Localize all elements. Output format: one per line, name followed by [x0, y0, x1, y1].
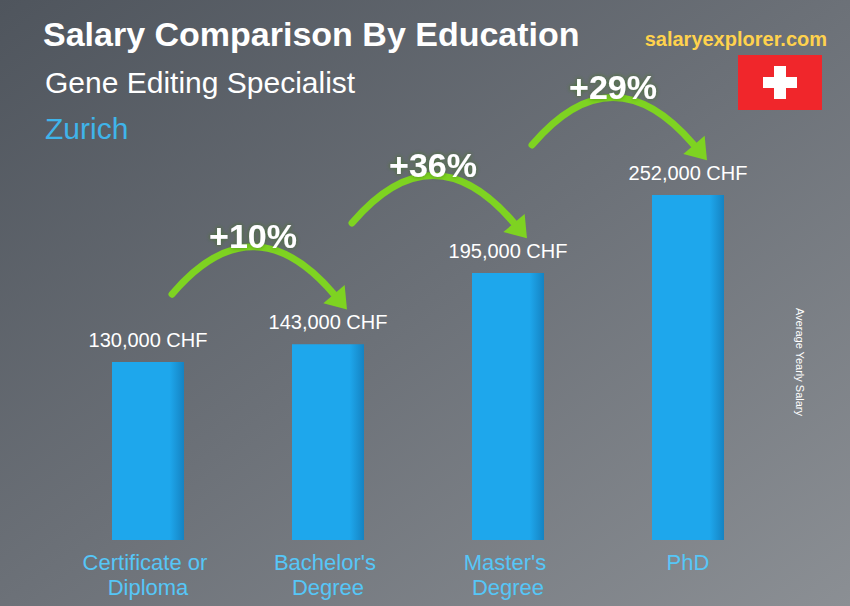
svg-text:Certificate or: Certificate or: [83, 550, 214, 575]
svg-text:143,000 CHF: 143,000 CHF: [269, 311, 388, 333]
svg-text:Bachelor's: Bachelor's: [274, 550, 382, 575]
svg-text:Degree: Degree: [292, 575, 364, 600]
svg-text:195,000 CHF: 195,000 CHF: [449, 240, 568, 262]
svg-text:Gene Editing Specialist: Gene Editing Specialist: [45, 66, 356, 99]
svg-text:252,000 CHF: 252,000 CHF: [629, 162, 748, 184]
svg-text:Diploma: Diploma: [108, 575, 189, 600]
svg-text:+36%: +36%: [389, 146, 477, 184]
svg-text:Master's: Master's: [464, 550, 553, 575]
svg-text:Salary Comparison By Education: Salary Comparison By Education: [43, 15, 580, 53]
svg-text:PhD: PhD: [667, 550, 710, 575]
svg-text:+10%: +10%: [209, 217, 297, 255]
svg-text:salaryexplorer.com: salaryexplorer.com: [645, 28, 827, 50]
svg-text:Degree: Degree: [472, 575, 544, 600]
svg-text:130,000 CHF: 130,000 CHF: [89, 329, 208, 351]
svg-text:Average Yearly Salary: Average Yearly Salary: [794, 308, 806, 417]
svg-text:+29%: +29%: [569, 68, 657, 106]
svg-text:Zurich: Zurich: [45, 112, 128, 145]
